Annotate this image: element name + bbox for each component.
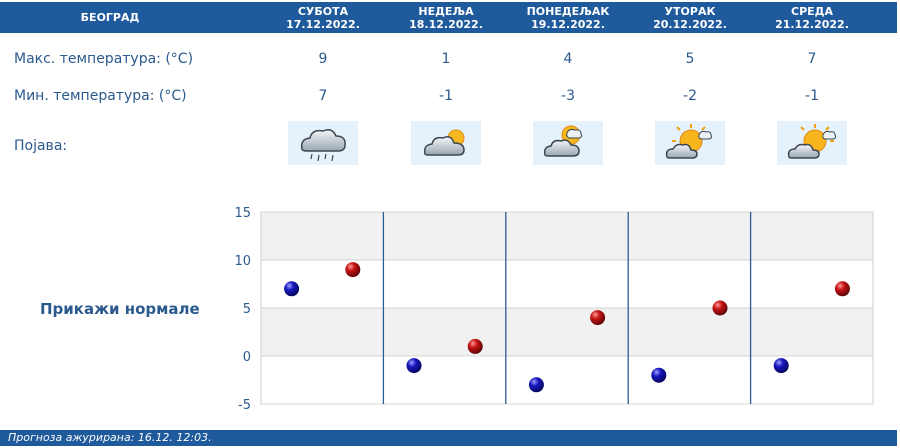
cloud-sun-icon xyxy=(411,121,481,165)
day-header-2: НЕДЕЉА 18.12.2022. xyxy=(391,5,501,31)
sun-cloud-icon xyxy=(533,121,603,165)
max-temp-label: Макс. температура: (°C) xyxy=(14,51,194,67)
max-temp-value: 5 xyxy=(685,51,695,67)
day-name: УТОРАК xyxy=(664,5,716,18)
max-temp-value: 9 xyxy=(318,51,328,67)
day-name: ПОНЕДЕЉАК xyxy=(526,5,610,18)
forecast-header: БЕОГРАД СУБОТА 17.12.2022. НЕДЕЉА 18.12.20… xyxy=(0,2,897,33)
day-date: 19.12.2022. xyxy=(531,18,605,31)
chart-band xyxy=(261,260,873,308)
day-date: 20.12.2022. xyxy=(653,18,727,31)
day-name: НЕДЕЉА xyxy=(418,5,474,18)
chart-band xyxy=(261,308,873,356)
min-temp-value: -3 xyxy=(561,88,575,104)
y-tick-label: 15 xyxy=(234,206,251,221)
max-temp-point xyxy=(834,281,850,297)
day-header-4: УТОРАК 20.12.2022. xyxy=(635,5,745,31)
chart-band xyxy=(261,212,873,260)
y-tick-label: 0 xyxy=(243,350,251,365)
min-temp-value: -2 xyxy=(683,88,697,104)
chart-frame xyxy=(260,211,874,405)
min-temp-point xyxy=(773,358,789,374)
y-tick-label: 10 xyxy=(234,254,251,269)
min-temp-point xyxy=(284,281,300,297)
y-tick-label: -5 xyxy=(238,398,251,413)
min-temp-point xyxy=(651,367,667,383)
day-name: СУБОТА xyxy=(297,5,349,18)
min-temp-value: -1 xyxy=(805,88,819,104)
max-temp-point xyxy=(590,310,606,326)
max-temp-value: 7 xyxy=(807,51,817,67)
day-date: 17.12.2022. xyxy=(286,18,360,31)
sun-cloud-icon xyxy=(655,121,725,165)
show-normals-link[interactable]: Прикажи нормале xyxy=(40,300,200,318)
min-temp-label: Мин. температура: (°C) xyxy=(14,88,187,104)
min-temp-value: 7 xyxy=(318,88,328,104)
phenomenon-label: Појава: xyxy=(14,138,68,154)
y-tick-label: 5 xyxy=(243,302,251,317)
day-date: 18.12.2022. xyxy=(409,18,483,31)
forecast-updated-text: Прогноза ажурирана: 16.12. 12:03. xyxy=(8,431,212,444)
max-temp-point xyxy=(712,300,728,316)
max-temp-point xyxy=(467,338,483,354)
rain-cloud-icon xyxy=(288,121,358,165)
day-header-5: СРЕДА 21.12.2022. xyxy=(757,5,867,31)
day-date: 21.12.2022. xyxy=(775,18,849,31)
max-temp-point xyxy=(345,262,361,278)
chart-band xyxy=(261,356,873,404)
day-name: СРЕДА xyxy=(791,5,833,18)
day-header-3: ПОНЕДЕЉАК 19.12.2022. xyxy=(513,5,623,31)
day-header-1: СУБОТА 17.12.2022. xyxy=(268,5,378,31)
min-temp-point xyxy=(528,377,544,393)
city-name: БЕОГРАД xyxy=(80,11,140,24)
max-temp-value: 1 xyxy=(441,51,451,67)
sun-cloud-icon xyxy=(777,121,847,165)
min-temp-value: -1 xyxy=(439,88,453,104)
min-temp-point xyxy=(406,358,422,374)
max-temp-value: 4 xyxy=(563,51,573,67)
footer-bar: Прогноза ажурирана: 16.12. 12:03. xyxy=(0,430,897,446)
